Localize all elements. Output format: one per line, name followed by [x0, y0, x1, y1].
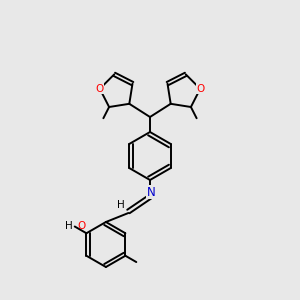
Text: N: N — [146, 185, 155, 199]
Text: H: H — [65, 221, 73, 231]
Text: O: O — [96, 84, 104, 94]
Text: O: O — [77, 221, 86, 231]
Text: H: H — [117, 200, 125, 210]
Text: O: O — [196, 84, 204, 94]
